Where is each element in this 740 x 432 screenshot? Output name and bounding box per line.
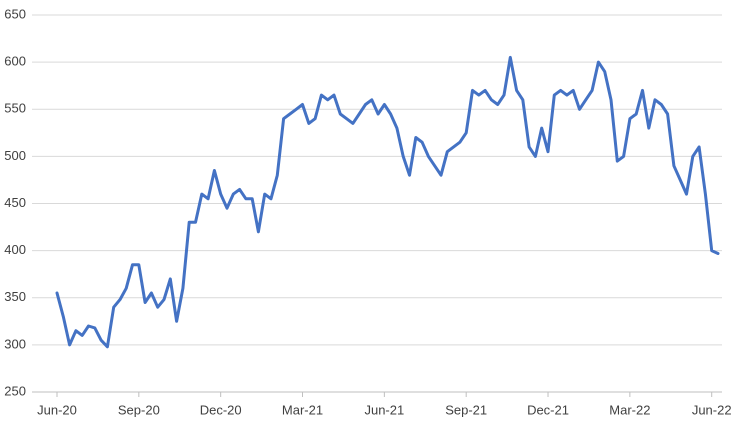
x-tick-label: Dec-20 — [200, 402, 242, 417]
y-tick-label: 250 — [4, 383, 26, 398]
x-tick-label: Sep-21 — [445, 402, 487, 417]
y-tick-label: 500 — [4, 148, 26, 163]
x-tick-label: Jun-20 — [37, 402, 77, 417]
x-tick-label: Mar-21 — [282, 402, 323, 417]
plot — [55, 55, 720, 349]
x-tick-label: Sep-20 — [118, 402, 160, 417]
y-tick-label: 350 — [4, 289, 26, 304]
y-tick-label: 400 — [4, 242, 26, 257]
x-tick-label: Jun-22 — [692, 402, 732, 417]
y-tick-label: 450 — [4, 195, 26, 210]
x-tick-label: Dec-21 — [527, 402, 569, 417]
y-tick-label: 650 — [4, 6, 26, 21]
y-tick-label: 550 — [4, 101, 26, 116]
x-tick-label: Mar-22 — [609, 402, 650, 417]
grid: 250 300 350 400 450 500 550 600 650 Jun-20 Sep-20 D… — [4, 6, 731, 417]
line-series — [55, 55, 720, 349]
x-tick-label: Jun-21 — [364, 402, 404, 417]
y-tick-label: 300 — [4, 336, 26, 351]
y-tick-label: 600 — [4, 54, 26, 69]
